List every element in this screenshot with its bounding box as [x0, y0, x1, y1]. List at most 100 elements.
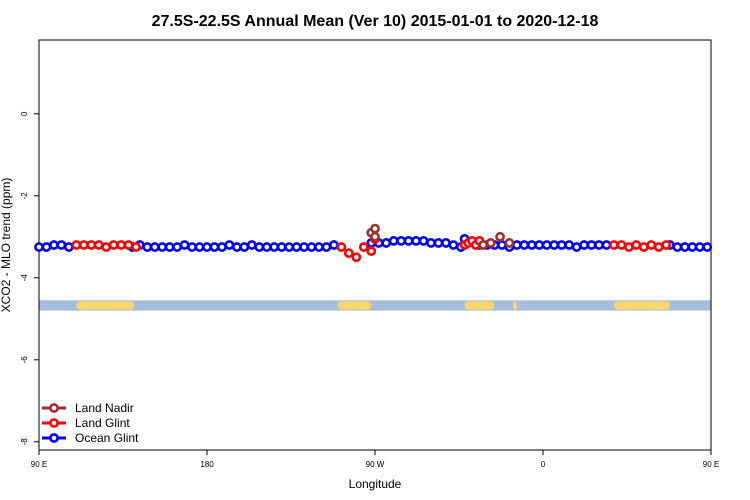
data-point — [149, 242, 160, 252]
data-point — [179, 240, 190, 250]
data-point — [71, 240, 82, 250]
legend-marker — [49, 418, 59, 428]
data-point — [661, 240, 672, 250]
data-point — [694, 242, 705, 252]
land-segment — [76, 301, 135, 310]
data-point — [564, 240, 575, 250]
data-point — [164, 242, 175, 252]
data-point — [679, 242, 690, 252]
data-point — [131, 242, 141, 252]
data-point — [586, 240, 597, 250]
legend-marker — [49, 403, 59, 413]
data-point — [63, 242, 74, 252]
legend-label: Ocean Glint — [75, 431, 139, 445]
data-point — [448, 240, 459, 250]
data-point — [601, 240, 612, 250]
data-point — [34, 242, 44, 252]
data-point — [314, 242, 324, 252]
data-point — [217, 242, 227, 252]
data-point — [93, 240, 104, 250]
y-tick-label: -4 — [20, 274, 29, 282]
data-point — [497, 240, 507, 250]
y-tick-label: -8 — [20, 438, 29, 446]
data-point — [370, 223, 380, 234]
data-point — [631, 240, 642, 250]
legend-label: Land Nadir — [75, 401, 134, 415]
data-point — [541, 240, 552, 250]
data-point — [638, 242, 649, 252]
data-point — [239, 242, 250, 252]
x-axis: 90 E 180 90 W 0 90 E — [31, 450, 719, 469]
data-point — [56, 240, 67, 250]
data-point — [388, 235, 399, 246]
data-point — [187, 242, 197, 252]
data-point — [351, 252, 362, 263]
data-point — [142, 242, 153, 252]
data-point — [261, 242, 272, 252]
data-point — [284, 242, 295, 252]
data-point — [299, 242, 309, 252]
data-point — [246, 240, 257, 250]
data-point — [526, 240, 537, 250]
data-point — [123, 240, 134, 250]
data-point — [511, 240, 522, 250]
data-point — [485, 238, 496, 248]
data-series — [34, 223, 713, 263]
data-point — [86, 240, 97, 250]
data-point — [172, 242, 183, 252]
data-point — [571, 242, 582, 252]
data-point — [116, 240, 127, 250]
data-point — [556, 240, 567, 250]
data-point — [411, 235, 421, 246]
data-point — [594, 240, 604, 250]
data-point — [672, 242, 683, 252]
data-point — [306, 242, 317, 252]
data-point — [269, 242, 280, 252]
data-point — [623, 242, 634, 252]
y-tick-label: -6 — [20, 356, 29, 364]
x-tick-label: 0 — [541, 460, 546, 469]
data-point — [426, 238, 436, 248]
data-point — [418, 235, 429, 246]
chart-title: 27.5S-22.5S Annual Mean (Ver 10) 2015-01… — [152, 13, 599, 30]
data-point — [108, 240, 119, 250]
data-point — [609, 240, 619, 250]
data-point — [209, 242, 220, 252]
data-point — [358, 242, 369, 252]
legend-marker — [49, 433, 59, 443]
data-point — [254, 242, 265, 252]
data-point — [366, 246, 377, 257]
x-axis-label: Longitude — [349, 477, 402, 491]
data-point — [194, 242, 205, 252]
data-point — [549, 240, 560, 250]
land-segment — [464, 301, 495, 310]
data-point — [653, 242, 664, 252]
data-point — [276, 242, 287, 252]
data-point — [381, 238, 392, 248]
x-tick-label: 90 E — [31, 460, 47, 469]
y-tick-label: 0 — [20, 111, 29, 116]
data-point — [504, 238, 515, 248]
data-point — [343, 248, 354, 259]
data-point — [478, 240, 489, 250]
data-point — [396, 235, 407, 246]
data-point — [370, 231, 380, 242]
x-tick-label: 90 E — [703, 460, 719, 469]
data-point — [646, 240, 657, 250]
data-point — [441, 238, 451, 248]
data-point — [78, 240, 89, 250]
land-mask — [39, 300, 711, 311]
data-point — [231, 242, 242, 252]
data-point — [202, 242, 212, 252]
x-tick-label: 90 W — [366, 460, 385, 469]
data-point — [495, 231, 505, 242]
y-axis: 0 -2 -4 -6 -8 — [20, 111, 39, 445]
land-segment — [337, 301, 372, 310]
data-point — [329, 240, 339, 250]
data-point — [157, 242, 168, 252]
y-tick-label: -2 — [20, 192, 29, 200]
data-point — [291, 242, 302, 252]
data-point — [101, 242, 112, 252]
